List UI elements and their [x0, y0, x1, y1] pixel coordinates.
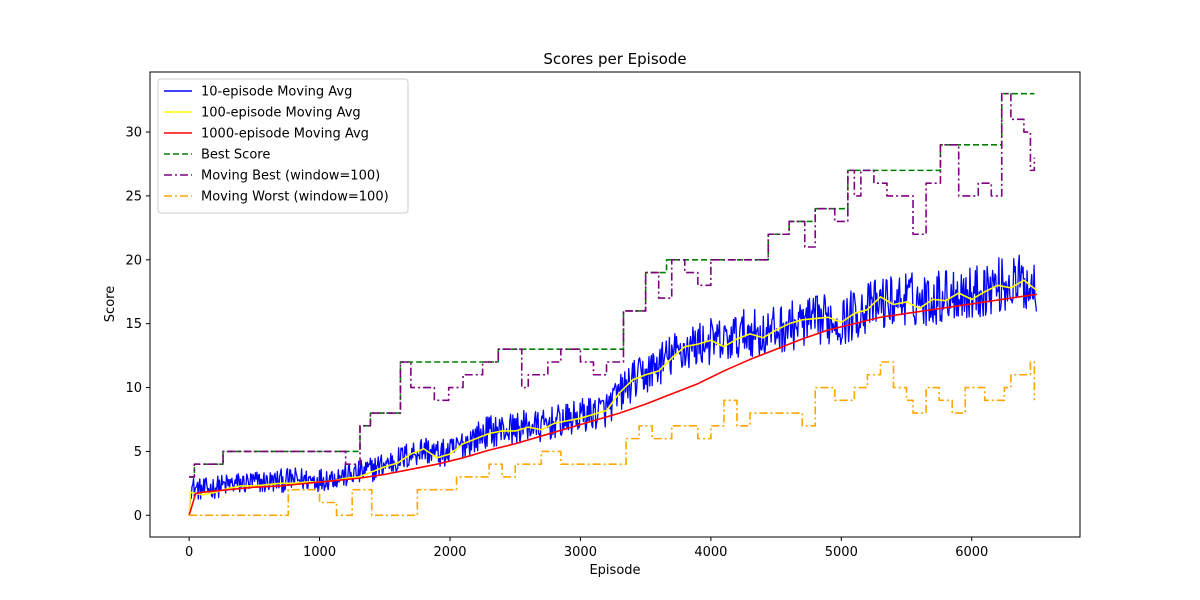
x-tick-label: 6000	[955, 545, 988, 560]
plot-frame	[149, 71, 1081, 538]
series-line-0	[188, 254, 1038, 516]
legend: 10-episode Moving Avg 100-episode Moving …	[157, 78, 409, 214]
y-tick-label: 10	[125, 381, 142, 396]
x-axis: 0 1000 2000 3000 4000 5000 6000	[185, 537, 988, 560]
y-axis-label: Score	[103, 286, 118, 322]
x-tick-label: 1000	[303, 545, 336, 560]
y-tick-label: 0	[134, 509, 142, 524]
series-line-4	[189, 92, 1036, 478]
series-line-5	[189, 361, 1036, 517]
y-tick-label: 20	[125, 253, 142, 268]
series-line-2	[188, 293, 1038, 516]
y-tick-label: 30	[125, 126, 142, 141]
legend-box	[157, 78, 409, 214]
legend-label: Moving Best (window=100)	[201, 169, 380, 184]
y-tick-label: 25	[125, 189, 142, 204]
x-axis-label: Episode	[589, 563, 640, 578]
legend-label: Moving Worst (window=100)	[201, 190, 389, 205]
series-clip-group	[188, 92, 1038, 517]
y-axis: 0 5 10 15 20 25 30	[125, 126, 150, 524]
legend-label: Best Score	[201, 148, 270, 163]
x-tick-label: 5000	[825, 545, 858, 560]
x-tick-label: 4000	[694, 545, 727, 560]
x-tick-label: 0	[185, 545, 193, 560]
x-tick-label: 2000	[433, 545, 466, 560]
y-tick-label: 15	[125, 317, 142, 332]
legend-label: 10-episode Moving Avg	[201, 85, 352, 100]
legend-label: 1000-episode Moving Avg	[201, 127, 369, 142]
series-layer	[188, 92, 1038, 517]
y-tick-label: 5	[134, 445, 142, 460]
chart-title: Scores per Episode	[543, 50, 686, 68]
x-tick-label: 3000	[564, 545, 597, 560]
legend-label: 100-episode Moving Avg	[201, 106, 361, 121]
